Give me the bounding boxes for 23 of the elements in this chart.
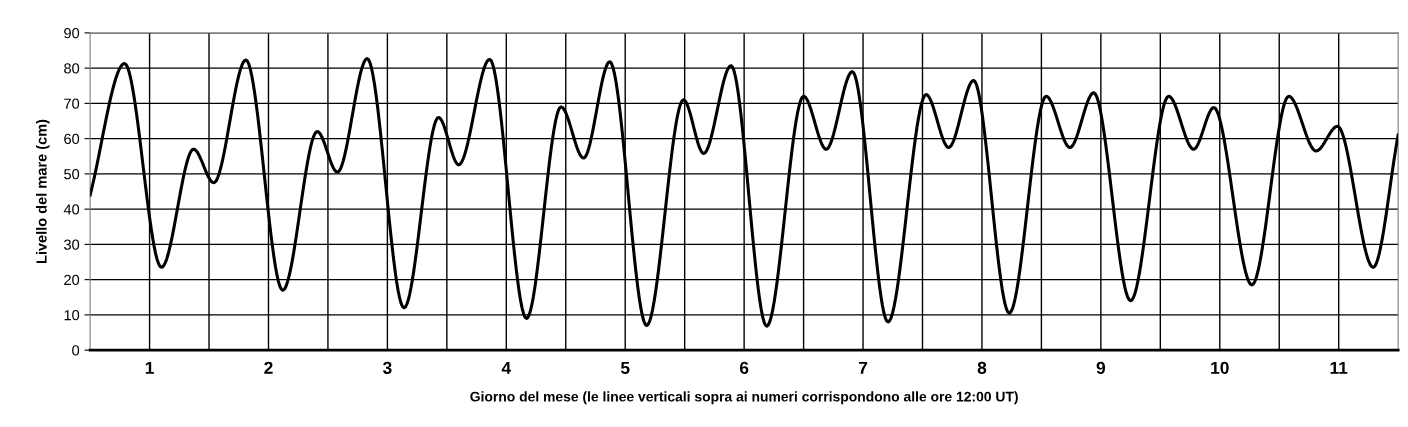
y-tick-label: 50	[64, 168, 80, 180]
y-tick-label: 90	[64, 27, 80, 39]
x-tick-label: 5	[620, 361, 630, 374]
x-tick-label: 3	[382, 361, 392, 375]
y-tick-label: 40	[63, 204, 80, 215]
y-tick-label: 80	[64, 63, 80, 74]
y-tick-label: 30	[64, 239, 80, 250]
x-tick-label: 1	[145, 361, 154, 374]
y-tick-label: 10	[64, 309, 80, 321]
x-tick-label: 11	[1330, 361, 1348, 374]
x-tick-label: 10	[1211, 361, 1229, 374]
y-tick-label: 20	[64, 274, 80, 286]
y-tick-label: 60	[64, 133, 80, 145]
x-tick-label: 8	[977, 361, 987, 374]
y-tick-label: 0	[72, 345, 80, 356]
x-tick-label: 6	[739, 361, 749, 374]
y-axis-title: Livello del mare (cm)	[35, 119, 50, 264]
x-tick-label: 2	[264, 361, 273, 374]
x-axis-title: Giorno del mese (le linee verticali sopra ai numeri corrispondono alle ore 12:00 UT)	[470, 391, 1018, 405]
x-tick-label: 4	[501, 361, 512, 374]
y-tick-label: 70	[64, 98, 80, 109]
x-tick-label: 7	[858, 361, 868, 374]
x-tick-label: 9	[1096, 361, 1106, 374]
